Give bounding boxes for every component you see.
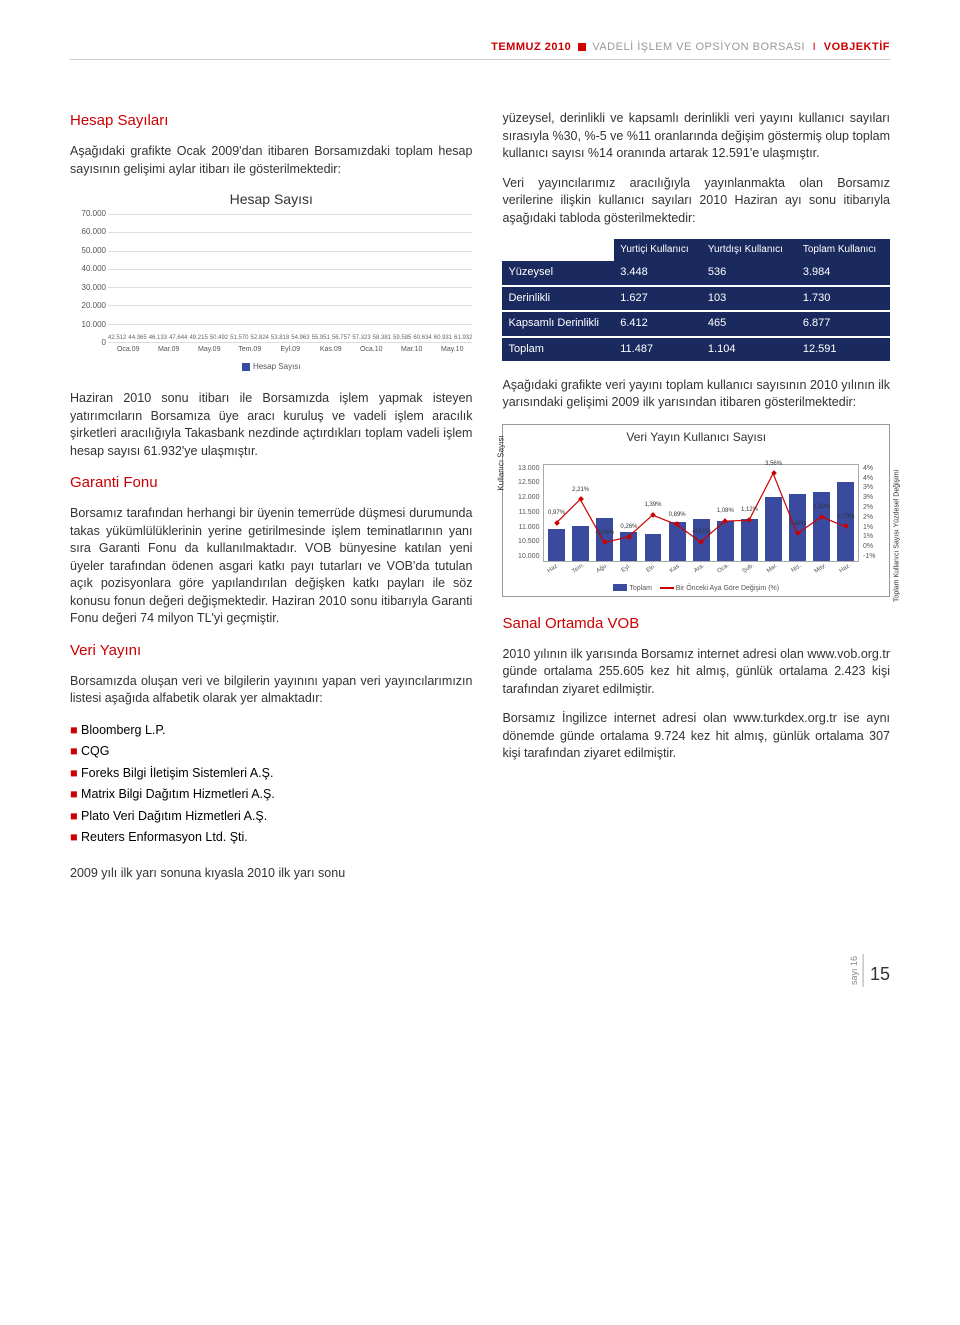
line-chart-title: Veri Yayın Kullanıcı Sayısı xyxy=(509,429,883,446)
list-item: Reuters Enformasyon Ltd. Şti. xyxy=(70,827,472,849)
table-row: Toplam11.4871.10412.591 xyxy=(502,337,890,362)
line-chart-y-right: 4%4%3%3%2%2%1%1%0%-1% xyxy=(863,464,883,562)
right-para-2: Veri yayıncılarımız aracılığıyla yayınla… xyxy=(502,175,890,228)
section-hesap-title: Hesap Sayıları xyxy=(70,110,472,131)
right-column: yüzeysel, derinlikli ve kapsamlı derinli… xyxy=(502,110,890,894)
sanal-para-2: Borsamız İngilizce internet adresi olan … xyxy=(502,710,890,763)
list-item: CQG xyxy=(70,741,472,763)
section-garanti-title: Garanti Fonu xyxy=(70,472,472,493)
list-item: Matrix Bilgi Dağıtım Hizmetleri A.Ş. xyxy=(70,784,472,806)
bar-chart-bars: 42.51244.36546.13347.64449.21550.49251.5… xyxy=(108,214,472,343)
left-column: Hesap Sayıları Aşağıdaki grafikte Ocak 2… xyxy=(70,110,472,894)
list-item: Bloomberg L.P. xyxy=(70,720,472,742)
header-month: TEMMUZ 2010 xyxy=(491,41,571,53)
legend-swatch-icon xyxy=(242,363,250,371)
veri-intro: Borsamızda oluşan veri ve bilgilerin yay… xyxy=(70,673,472,708)
provider-list: Bloomberg L.P.CQGForeks Bilgi İletişim S… xyxy=(70,720,472,849)
section-veri-title: Veri Yayını xyxy=(70,640,472,661)
table-header-row: Yurtiçi KullanıcıYurtdışı KullanıcıTopla… xyxy=(502,239,890,261)
right-para-3: Aşağıdaki grafikte veri yayını toplam ku… xyxy=(502,377,890,412)
header-title: VADELİ İŞLEM VE OPSİYON BORSASI xyxy=(592,41,805,53)
footer-sayi: sayı 16 xyxy=(846,954,864,987)
header-brand: VOBJEKTİF xyxy=(824,41,890,53)
page-header: TEMMUZ 2010 VADELİ İŞLEM VE OPSİYON BORS… xyxy=(70,40,890,60)
line-chart-y-left: 13.00012.50012.00011.50011.00010.50010.0… xyxy=(509,464,539,562)
footer-page-number: 15 xyxy=(870,962,890,987)
right-para-1: yüzeysel, derinlikli ve kapsamlı derinli… xyxy=(502,110,890,163)
bar-chart-box: Hesap Sayısı 70.00060.00050.00040.00030.… xyxy=(70,190,472,372)
bar-chart: 70.00060.00050.00040.00030.00020.00010.0… xyxy=(70,214,472,359)
table-body: Yüzeysel3.4485363.984Derinlikli1.6271031… xyxy=(502,261,890,362)
line-chart-y-left-label: Kullanıcı Sayısı xyxy=(496,435,507,490)
square-icon xyxy=(578,43,586,51)
line-chart-legend: Toplam Bir Önceki Aya Göre Değişim (%) xyxy=(509,582,883,594)
table-row: Kapsamlı Derinlikli6.4124656.877 xyxy=(502,311,890,336)
bar-chart-legend: Hesap Sayısı xyxy=(70,361,472,372)
table-row: Yüzeysel3.4485363.984 xyxy=(502,261,890,285)
line-chart-plot: 0,97%2,21%-0,04%0,26%1,39%0,89%-0,01%1,0… xyxy=(543,464,859,562)
user-table: Yurtiçi KullanıcıYurtdışı KullanıcıTopla… xyxy=(502,239,890,363)
section-sanal-title: Sanal Ortamda VOB xyxy=(502,613,890,634)
bottom-para: 2009 yılı ilk yarı sonuna kıyasla 2010 i… xyxy=(70,865,472,883)
list-item: Plato Veri Dağıtım Hizmetleri A.Ş. xyxy=(70,806,472,828)
bar-chart-y-axis: 70.00060.00050.00040.00030.00020.00010.0… xyxy=(70,214,106,343)
line-chart-box: Veri Yayın Kullanıcı Sayısı Kullanıcı Sa… xyxy=(502,424,890,597)
bar-chart-x-axis: Oca.09Mar.09May.09Tem.09Eyl.09Kas.09Oca.… xyxy=(108,345,472,359)
table-row: Derinlikli1.6271031.730 xyxy=(502,286,890,311)
legend-bar-icon xyxy=(613,584,627,591)
line-chart: Kullanıcı Sayısı 13.00012.50012.00011.50… xyxy=(509,450,883,580)
list-item: Foreks Bilgi İletişim Sistemleri A.Ş. xyxy=(70,763,472,785)
line-chart-y-right-label: Toplam Kullanıcı Sayısı Yüzdesel Değişim… xyxy=(892,470,902,602)
haziran-para: Haziran 2010 sonu itibarı ile Borsamızda… xyxy=(70,390,472,460)
legend-line-icon xyxy=(660,587,674,589)
line-chart-x-axis: Haz.Tem.Ağu.Eyl.Eki.Kas.Ara.Oca.Şub.Mar.… xyxy=(543,564,859,578)
bar-chart-title: Hesap Sayısı xyxy=(70,190,472,210)
pipe-icon: I xyxy=(813,41,817,53)
garanti-para: Borsamız tarafından herhangi bir üyenin … xyxy=(70,505,472,628)
page-footer: sayı 16 15 xyxy=(70,954,890,987)
hesap-intro: Aşağıdaki grafikte Ocak 2009'dan itibare… xyxy=(70,143,472,178)
sanal-para-1: 2010 yılının ilk yarısında Borsamız inte… xyxy=(502,646,890,699)
